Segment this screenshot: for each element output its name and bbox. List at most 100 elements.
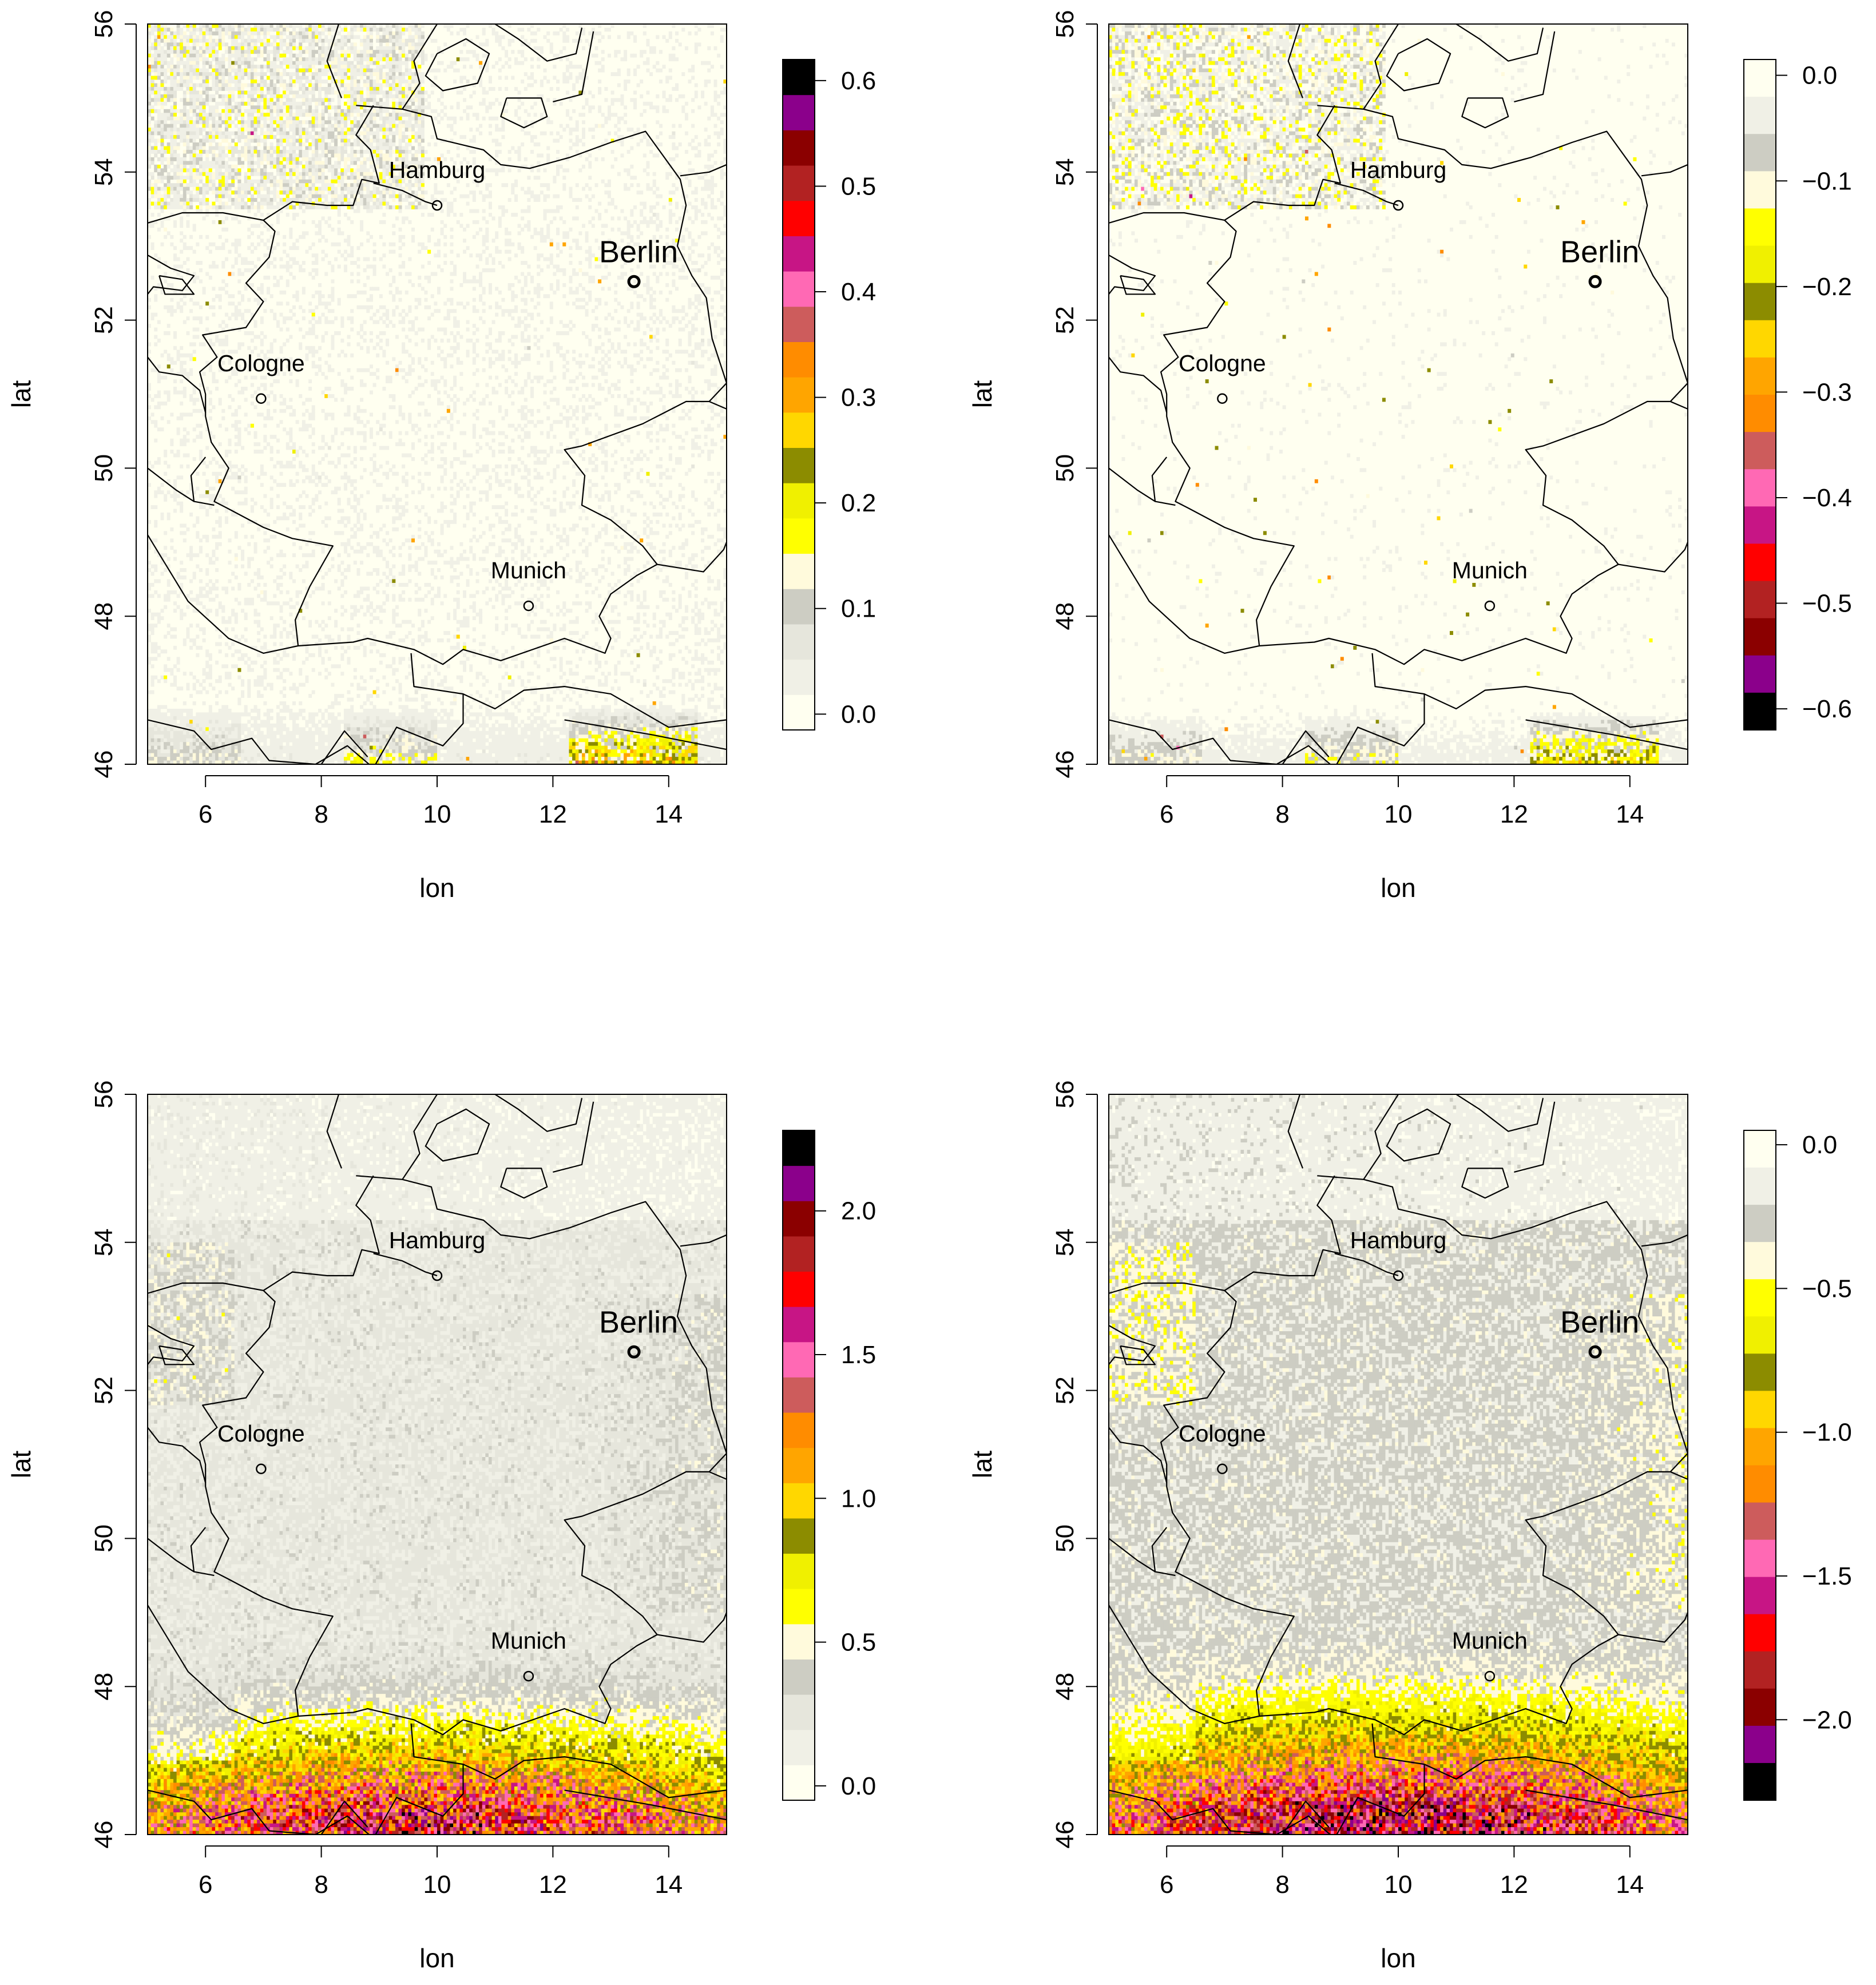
heatmap-cell [637, 183, 640, 187]
heatmap-cell [157, 69, 161, 73]
heatmap-cell [714, 94, 717, 98]
heatmap-cell [173, 113, 177, 117]
heatmap-cell [340, 72, 344, 76]
heatmap-cell [427, 105, 431, 109]
heatmap-cell [308, 135, 312, 139]
heatmap-cell [656, 94, 659, 98]
heatmap-cell [556, 209, 560, 213]
heatmap-cell [267, 31, 270, 35]
heatmap-cell [212, 109, 215, 113]
heatmap-cell [399, 120, 402, 124]
heatmap-cell [582, 142, 585, 146]
heatmap-cell [450, 24, 453, 28]
heatmap-cell [199, 31, 203, 35]
heatmap-cell [498, 150, 502, 154]
heatmap-cell [646, 42, 649, 46]
heatmap-cell [681, 239, 685, 243]
heatmap-cell [566, 235, 569, 239]
heatmap-cell [299, 205, 302, 209]
heatmap-cell [382, 142, 386, 146]
heatmap-cell [646, 142, 649, 146]
heatmap-cell [350, 87, 354, 91]
heatmap-cell [399, 80, 402, 84]
heatmap-cell [154, 190, 157, 194]
heatmap-cell [611, 72, 614, 76]
heatmap-cell [441, 61, 444, 65]
heatmap-cell [569, 146, 573, 150]
heatmap-cell [186, 57, 189, 61]
heatmap-cell [594, 46, 598, 50]
heatmap-cell [611, 102, 614, 106]
heatmap-cell [643, 61, 647, 65]
heatmap-cell [260, 153, 264, 157]
heatmap-cell [408, 87, 411, 91]
heatmap-cell [193, 142, 196, 146]
heatmap-cell [183, 128, 187, 132]
heatmap-cell [360, 42, 363, 46]
heatmap-cell [624, 57, 627, 61]
heatmap-cell [659, 132, 663, 136]
heatmap-cell [183, 183, 187, 187]
heatmap-cell [695, 216, 698, 220]
heatmap-cell [183, 94, 187, 98]
heatmap-cell [305, 153, 308, 157]
heatmap-cell [247, 161, 251, 165]
heatmap-cell [276, 231, 280, 235]
heatmap-cell [489, 202, 492, 206]
heatmap-cell [338, 198, 341, 202]
heatmap-cell [485, 109, 489, 113]
heatmap-cell [237, 168, 241, 172]
heatmap-cell [322, 128, 325, 132]
heatmap-cell [604, 117, 608, 121]
heatmap-cell [350, 161, 354, 165]
heatmap-cell [228, 172, 232, 176]
heatmap-cell [257, 105, 260, 109]
heatmap-cell [370, 42, 373, 46]
heatmap-cell [608, 105, 611, 109]
heatmap-cell [276, 42, 280, 46]
heatmap-cell [334, 176, 338, 180]
heatmap-cell [177, 153, 180, 157]
heatmap-cell [447, 183, 450, 187]
heatmap-cell [399, 57, 402, 61]
heatmap-cell [173, 80, 177, 84]
heatmap-cell [244, 187, 248, 191]
heatmap-cell [475, 209, 479, 213]
heatmap-cell [286, 117, 289, 121]
heatmap-cell [566, 69, 569, 73]
heatmap-cell [270, 161, 273, 165]
heatmap-cell [193, 84, 196, 88]
heatmap-cell [221, 57, 225, 61]
heatmap-cell [257, 72, 260, 76]
heatmap-cell [170, 69, 173, 73]
heatmap-cell [482, 27, 486, 31]
heatmap-cell [228, 27, 232, 31]
heatmap-cell [244, 146, 248, 150]
heatmap-cell [254, 190, 257, 194]
heatmap-cell [302, 31, 306, 35]
heatmap-cell [203, 113, 206, 117]
heatmap-cell [322, 139, 325, 143]
heatmap-cell [389, 76, 392, 80]
heatmap-cell [302, 35, 306, 39]
heatmap-cell [514, 198, 518, 202]
heatmap-cell [418, 146, 421, 150]
heatmap-cell [315, 27, 318, 31]
heatmap-cell [219, 150, 222, 154]
heatmap-cell [154, 76, 157, 80]
heatmap-cell [553, 176, 556, 180]
heatmap-cell [324, 183, 328, 187]
heatmap-cell [186, 142, 189, 146]
heatmap-cell [205, 87, 209, 91]
heatmap-cell [489, 124, 492, 128]
heatmap-cell [691, 139, 695, 143]
heatmap-cell [241, 165, 244, 169]
heatmap-cell [556, 172, 560, 176]
heatmap-cell [382, 146, 386, 150]
heatmap-cell [254, 50, 257, 54]
heatmap-cell [350, 183, 354, 187]
heatmap-cell [399, 235, 402, 239]
heatmap-cell [209, 109, 212, 113]
heatmap-cell [711, 165, 714, 169]
heatmap-cell [244, 90, 248, 94]
